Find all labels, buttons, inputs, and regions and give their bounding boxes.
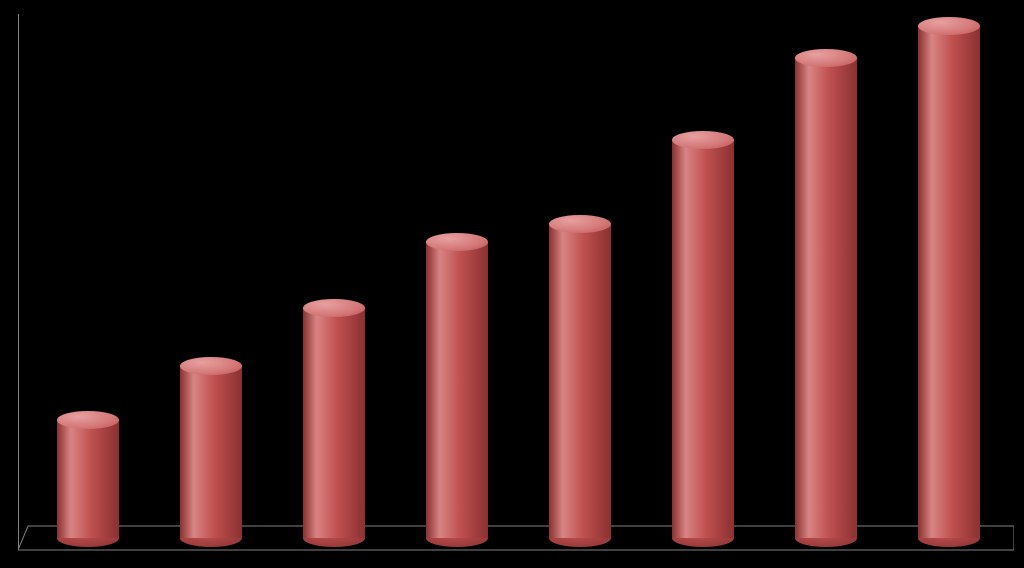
bar-3-body bbox=[303, 308, 365, 538]
bar-2 bbox=[180, 357, 242, 547]
bar-3-top-ellipse bbox=[303, 299, 365, 317]
bar-4-body bbox=[426, 242, 488, 538]
bar-chart bbox=[18, 14, 1014, 550]
bar-1-top-ellipse bbox=[57, 411, 119, 429]
bar-7-body bbox=[795, 58, 857, 538]
bar-1 bbox=[57, 411, 119, 547]
floor-outline bbox=[18, 14, 1014, 552]
bar-2-top-ellipse bbox=[180, 357, 242, 375]
bar-6 bbox=[672, 131, 734, 547]
bar-4 bbox=[426, 233, 488, 547]
bar-5-top-ellipse bbox=[549, 215, 611, 233]
bar-6-top-ellipse bbox=[672, 131, 734, 149]
bar-1-body bbox=[57, 420, 119, 538]
bar-7-top-ellipse bbox=[795, 49, 857, 67]
bar-6-body bbox=[672, 140, 734, 538]
bar-3 bbox=[303, 299, 365, 547]
bar-8-body bbox=[918, 26, 980, 538]
bar-8-top-ellipse bbox=[918, 17, 980, 35]
bar-5 bbox=[549, 215, 611, 547]
bar-2-body bbox=[180, 366, 242, 538]
bar-4-top-ellipse bbox=[426, 233, 488, 251]
bar-8 bbox=[918, 17, 980, 547]
bar-7 bbox=[795, 49, 857, 547]
bar-5-body bbox=[549, 224, 611, 538]
